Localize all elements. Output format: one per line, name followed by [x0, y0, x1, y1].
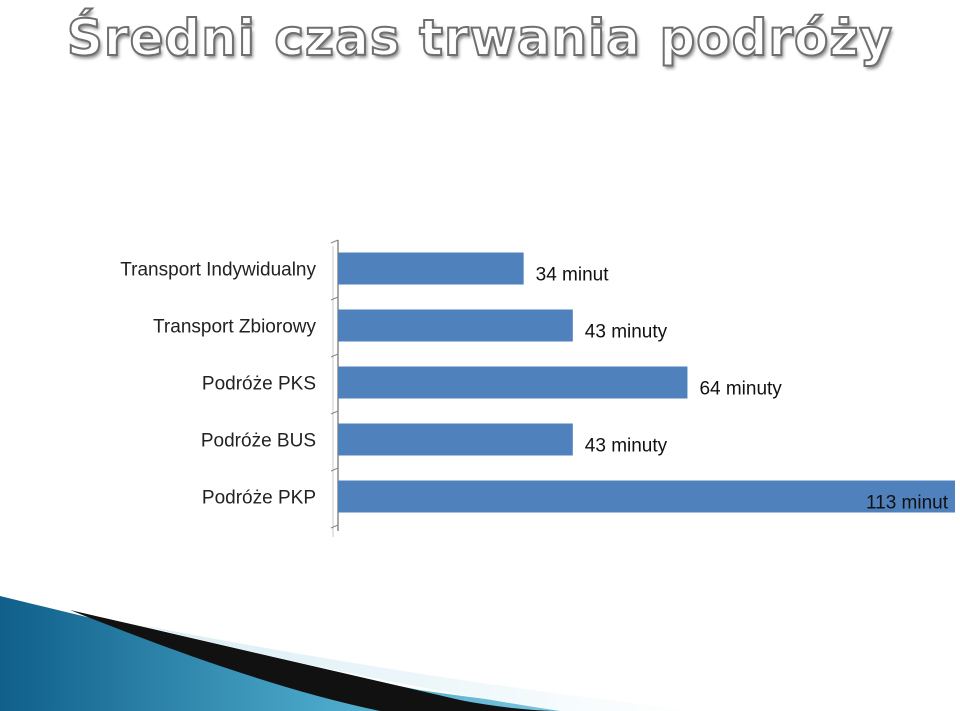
category-label: Podróże PKP [202, 488, 316, 509]
data-label: 64 minuty [699, 379, 782, 400]
axis-tick [330, 410, 339, 415]
data-label: 34 minut [536, 265, 610, 286]
bar-3 [338, 423, 573, 456]
labels: Transport Indywidualny 34 minut Transport … [120, 260, 948, 514]
axis-tick [330, 524, 339, 529]
axis-tick [330, 467, 339, 472]
bar-4 [338, 480, 955, 513]
category-label: Transport Indywidualny [120, 260, 316, 281]
axis-tick [330, 239, 339, 244]
data-label: 43 minuty [585, 436, 668, 457]
axis-tick [330, 353, 339, 358]
category-label: Podróże BUS [201, 431, 316, 452]
bar-2 [338, 366, 688, 399]
bar-0 [338, 252, 524, 285]
chart-title: Średni czas trwania podróży [66, 8, 894, 68]
bars [338, 252, 955, 513]
data-label: 43 minuty [585, 322, 668, 343]
category-label: Podróże PKS [202, 374, 316, 395]
data-label: 113 minut [866, 493, 949, 514]
category-label: Transport Zbiorowy [153, 317, 316, 338]
axis-tick [330, 296, 339, 301]
bar-1 [338, 309, 573, 342]
